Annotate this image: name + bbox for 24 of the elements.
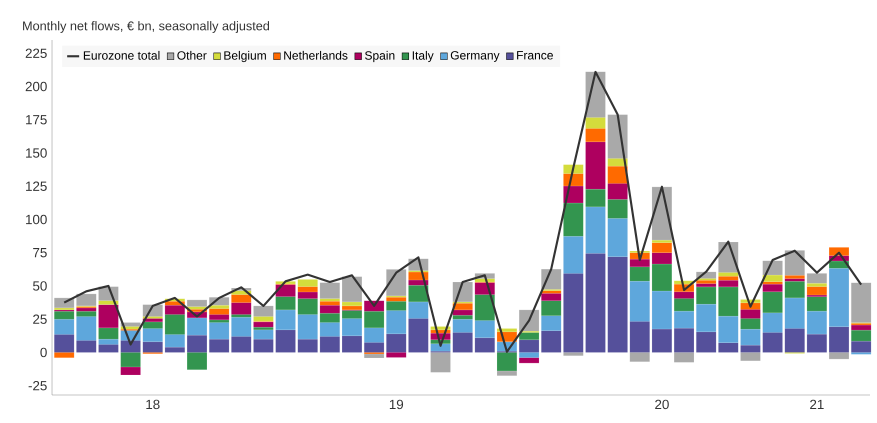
y-tick-label: 125 [26,182,47,191]
legend-label: Germany [450,51,500,62]
y-tick-label: 200 [26,82,47,92]
legend-label: Belgium [224,50,266,62]
legend-label: France [517,51,553,60]
y-tick-label: 75 [33,248,47,258]
y-tick-label: 25 [33,314,47,324]
legend-label: Spain [365,50,394,62]
y-tick-label: 150 [26,148,47,158]
y-tick-label: -25 [28,380,47,390]
legend-label: Eurozone total [84,50,160,60]
y-tick-label: 100 [26,214,47,224]
y-tick-label: 175 [26,115,47,124]
x-tick-label: 20 [655,400,669,410]
legend-label: Italy [412,50,434,62]
y-tick-label: 0 [40,348,47,358]
y-tick-label: 50 [33,281,47,291]
x-tick-label: 18 [146,400,160,410]
chart-title: Monthly net flows, € bn, seasonally adjusted [23,21,270,33]
y-tick-label: 225 [26,48,47,58]
legend-label: Netherlands [284,50,348,60]
x-tick-label: 19 [390,400,404,410]
x-tick-label: 21 [810,400,824,410]
legend-label: Other [177,50,207,60]
